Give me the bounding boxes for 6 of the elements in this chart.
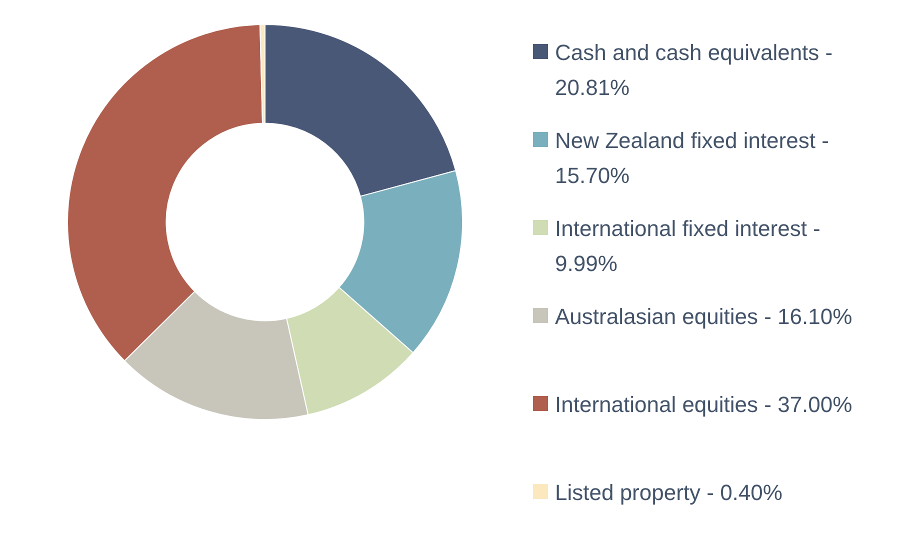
legend-label: New Zealand fixed interest - 15.70% xyxy=(555,127,830,190)
legend-label: International fixed interest - 9.99% xyxy=(555,215,822,278)
legend-label: Australasian equities - 16.10% xyxy=(555,303,854,331)
legend-label: Cash and cash equivalents - 20.81% xyxy=(555,39,834,102)
legend-label: International equities - 37.00% xyxy=(555,391,854,419)
legend-label: Listed property - 0.40% xyxy=(555,479,784,507)
